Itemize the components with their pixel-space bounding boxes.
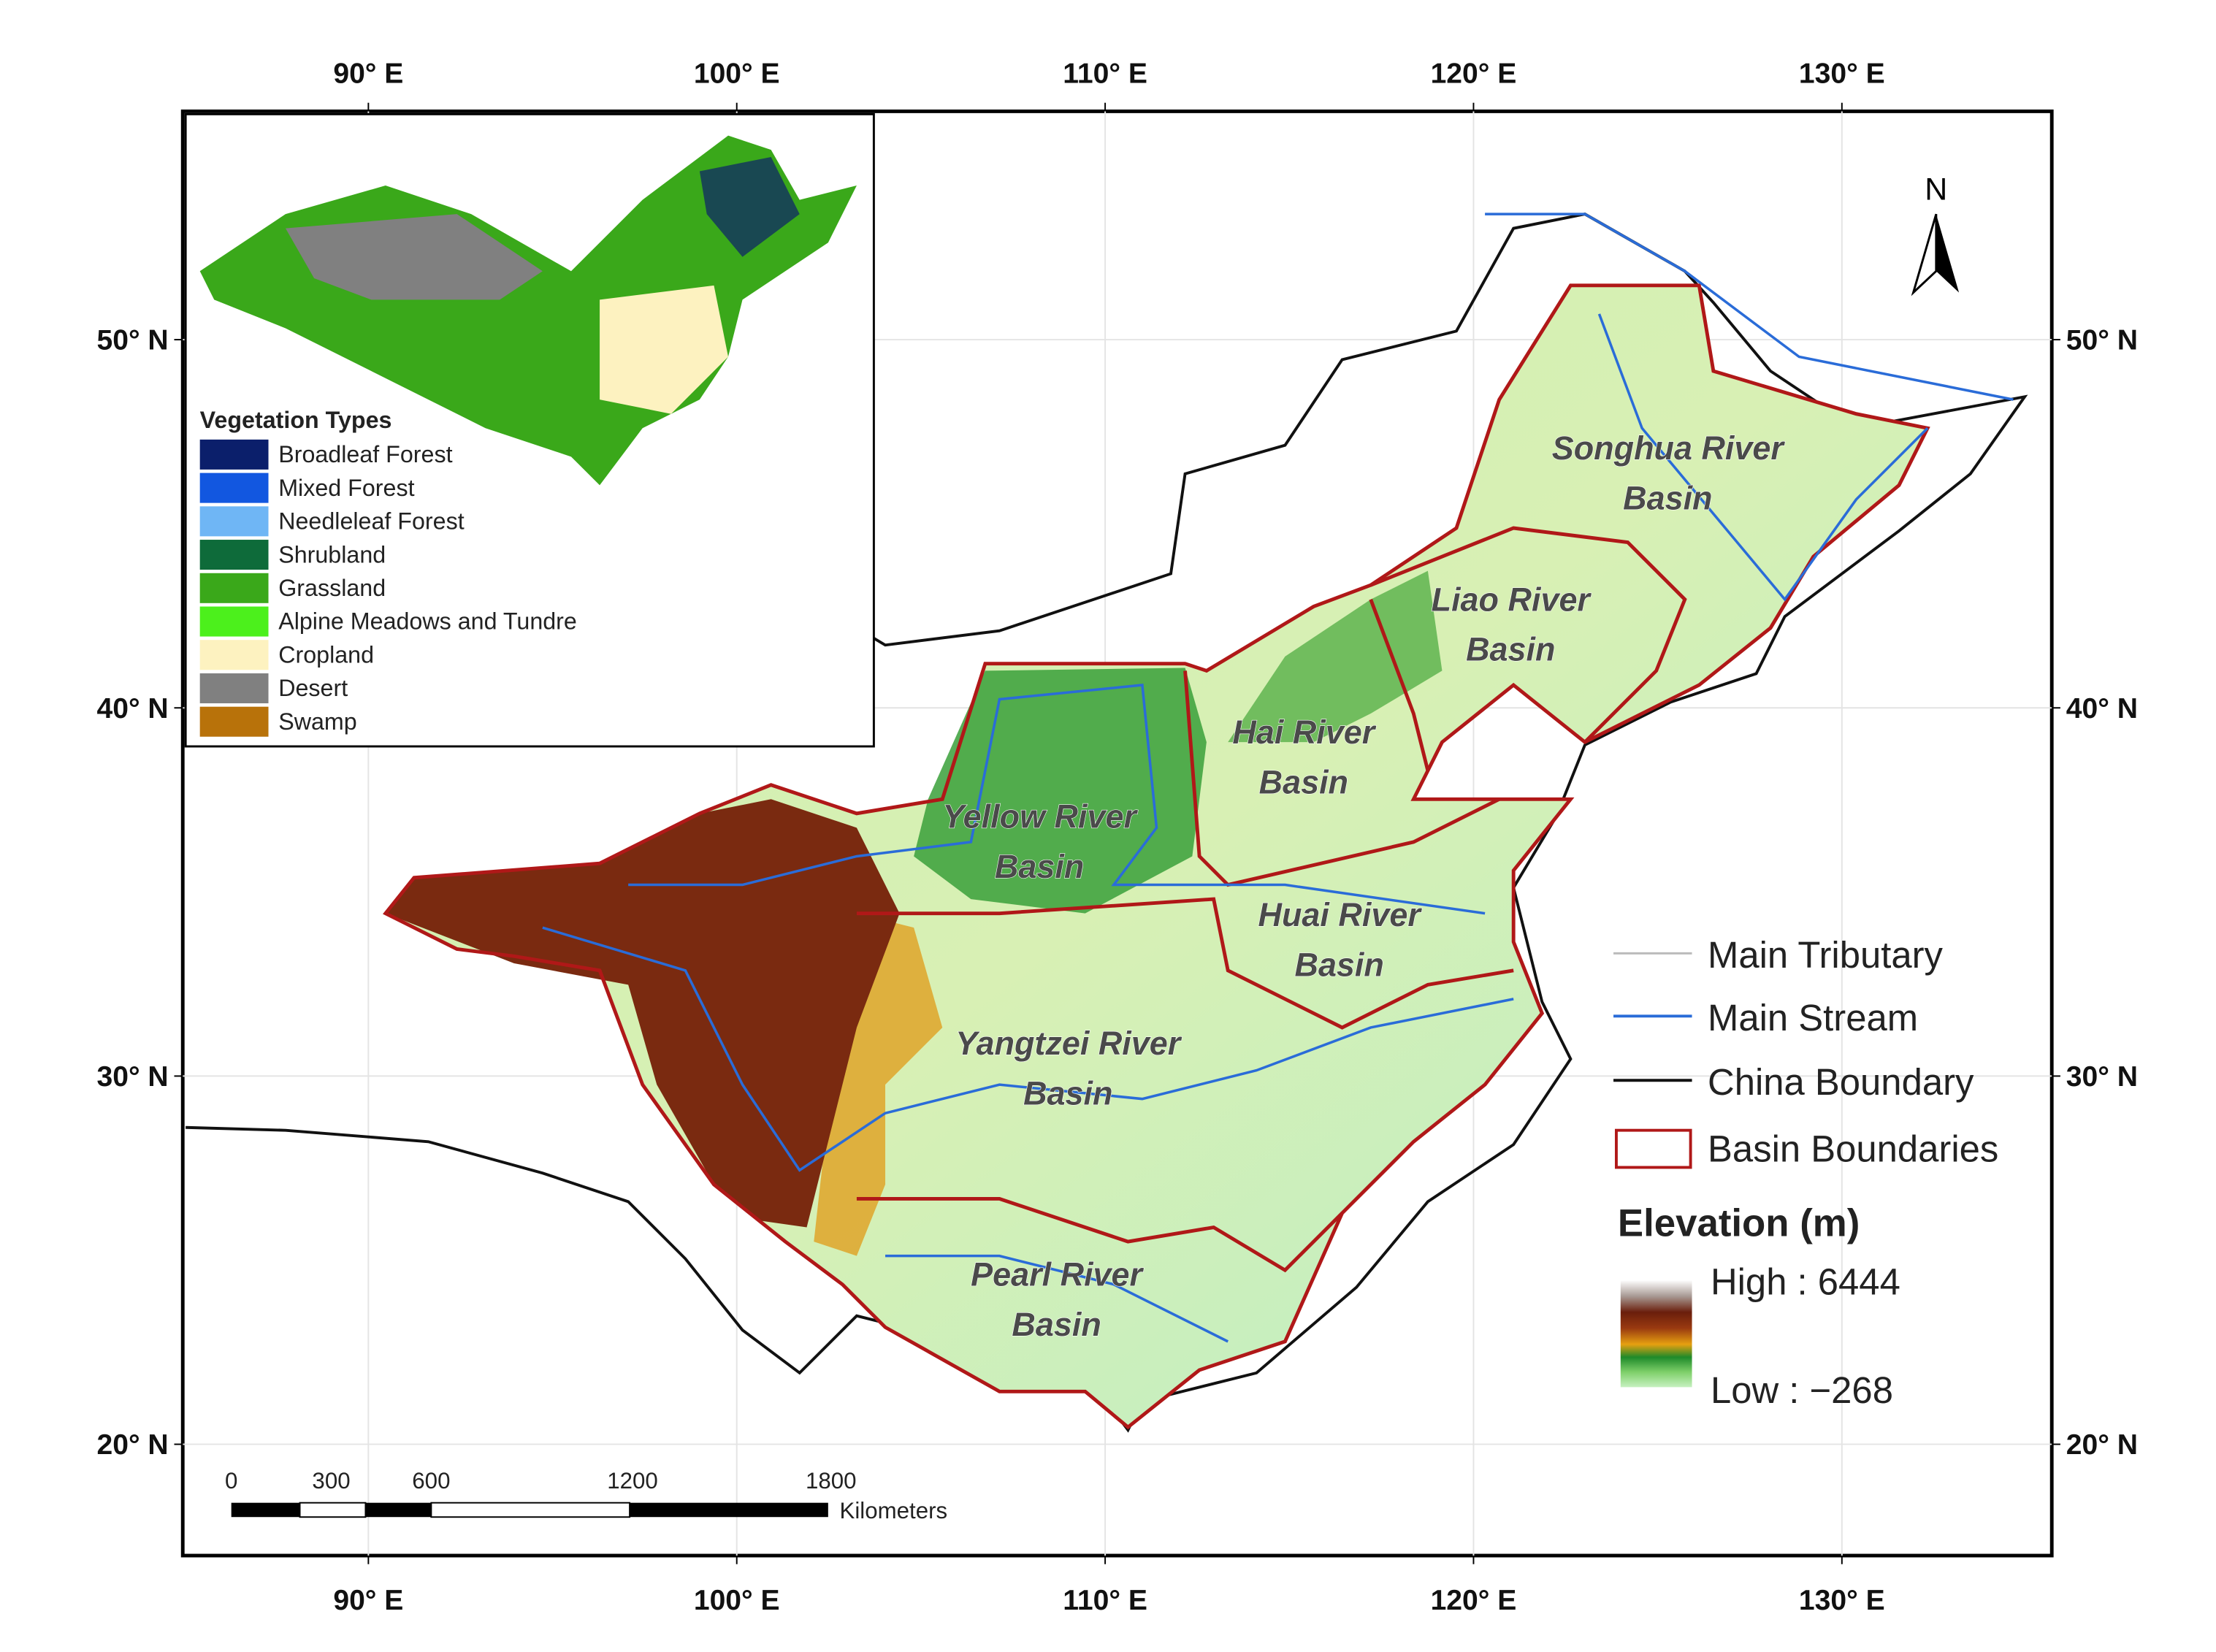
elevation-low: Low : −268	[1711, 1369, 1893, 1411]
vegetation-label: Swamp	[278, 708, 357, 735]
vegetation-swatch	[199, 439, 269, 470]
basin-label: Yellow River	[942, 798, 1138, 835]
inset-desert	[285, 214, 543, 300]
basin-boundaries	[383, 283, 1930, 1430]
scale-bar: Kilometers 0 300 600 1200 1800	[225, 1468, 947, 1523]
basin-label: Basin	[1012, 1306, 1101, 1343]
lat-label-left: 30° N	[96, 1061, 168, 1093]
legend-label: Basin Boundaries	[1708, 1128, 1998, 1170]
lon-label-bottom: 120° E	[1431, 1585, 1517, 1616]
scale-segment	[430, 1502, 631, 1518]
north-label: N	[1925, 172, 1947, 207]
lat-label-right: 40° N	[2066, 693, 2138, 724]
loess-plateau-relief	[914, 668, 1207, 914]
lon-label-top: 130° E	[1799, 58, 1885, 89]
vegetation-swatch	[199, 573, 269, 603]
basin-label: Huai River	[1258, 896, 1423, 933]
vegetation-swatch	[199, 473, 269, 503]
vegetation-swatch	[199, 640, 269, 670]
basin-label: Songhua River	[1552, 429, 1786, 467]
liao-hai-boundary	[1369, 598, 1430, 771]
plateau-relief	[385, 799, 900, 1228]
scale-segment	[299, 1502, 367, 1518]
vegetation-swatch	[199, 673, 269, 703]
lat-label-right: 30° N	[2066, 1061, 2138, 1093]
mountain-relief	[1228, 570, 1443, 743]
inset-forest	[699, 156, 800, 257]
scale-segment	[231, 1502, 300, 1518]
lat-label-right: 50° N	[2066, 325, 2138, 356]
basin-label: Liao River	[1432, 581, 1592, 618]
scale-label: 0	[225, 1468, 237, 1494]
scale-segment	[630, 1502, 828, 1518]
lat-label-left: 40° N	[96, 693, 168, 724]
lon-label-bottom: 100° E	[694, 1585, 780, 1616]
lat-label-left: 50° N	[96, 325, 168, 356]
basin-label: Basin	[1466, 631, 1555, 668]
elevation-title: Elevation (m)	[1618, 1201, 1860, 1244]
scale-label: 1800	[806, 1468, 857, 1494]
basin-label: Basin	[1259, 763, 1348, 800]
basin-label: Pearl River	[971, 1256, 1144, 1293]
vegetation-swatch	[199, 606, 269, 637]
main-streams	[542, 213, 2014, 1343]
legend-label: China Boundary	[1708, 1061, 1974, 1103]
vegetation-label: Cropland	[278, 641, 374, 668]
vegetation-label: Needleleaf Forest	[278, 508, 465, 535]
north-arrow-right	[1936, 214, 1960, 293]
basin-label: Yangtzei River	[955, 1025, 1182, 1062]
scale-label: 300	[312, 1468, 350, 1494]
vegetation-legend: Broadleaf Forest Mixed Forest Needleleaf F…	[199, 439, 577, 737]
vegetation-swatch	[199, 540, 269, 570]
songhua-liao-boundary	[1369, 526, 1687, 743]
scale-label: 1200	[607, 1468, 658, 1494]
basin-label: Hai River	[1232, 714, 1376, 751]
scale-segment	[365, 1502, 432, 1518]
vegetation-swatch	[199, 706, 269, 737]
vegetation-swatch	[199, 506, 269, 537]
lon-label-top: 90° E	[333, 58, 403, 89]
map-legend: Elevation (m) High : 6444 Low : −268 Mai…	[1613, 934, 1998, 1411]
elevation-ramp	[1620, 1280, 1692, 1388]
scale-label: 600	[412, 1468, 450, 1494]
inset-cropland	[600, 285, 728, 414]
lat-label-left: 20° N	[96, 1429, 168, 1461]
vegetation-label: Mixed Forest	[278, 475, 414, 501]
scale-unit: Kilometers	[839, 1498, 947, 1523]
legend-label: Main Tributary	[1708, 934, 1943, 976]
vegetation-label: Grassland	[278, 575, 386, 601]
vegetation-label: Desert	[278, 675, 348, 701]
yellow-yangtze-boundary	[856, 897, 1514, 1030]
basin-label: Basin	[995, 848, 1084, 885]
basin-label: Basin	[1623, 480, 1712, 517]
basin-label: Basin	[1023, 1074, 1112, 1112]
vegetation-label: Broadleaf Forest	[278, 441, 452, 467]
legend-basin-swatch	[1614, 1128, 1692, 1169]
lon-label-top: 120° E	[1431, 58, 1517, 89]
yangtze-river	[542, 926, 1514, 1172]
yangtze-pearl-boundary	[856, 1197, 1344, 1273]
lon-label-top: 100° E	[694, 58, 780, 89]
inset-legend-title: Vegetation Types	[200, 407, 392, 433]
yellow-river	[628, 684, 1486, 915]
lon-label-bottom: 130° E	[1799, 1585, 1885, 1616]
vegetation-label: Shrubland	[278, 541, 386, 567]
pearl-river	[885, 1254, 1229, 1343]
lat-label-right: 20° N	[2066, 1429, 2138, 1461]
vegetation-label: Alpine Meadows and Tundre	[278, 608, 577, 635]
songhua-river	[1597, 313, 1929, 602]
outer-basin-boundary	[383, 283, 1930, 1430]
legend-label: Main Stream	[1708, 997, 1918, 1039]
lon-label-bottom: 90° E	[333, 1585, 403, 1616]
basin-label: Basin	[1294, 947, 1383, 984]
north-arrow: N	[1911, 172, 1960, 297]
elevation-high: High : 6444	[1711, 1261, 1900, 1302]
lon-label-top: 110° E	[1063, 58, 1147, 89]
amur-river	[1485, 213, 2014, 401]
lon-label-bottom: 110° E	[1063, 1585, 1147, 1616]
